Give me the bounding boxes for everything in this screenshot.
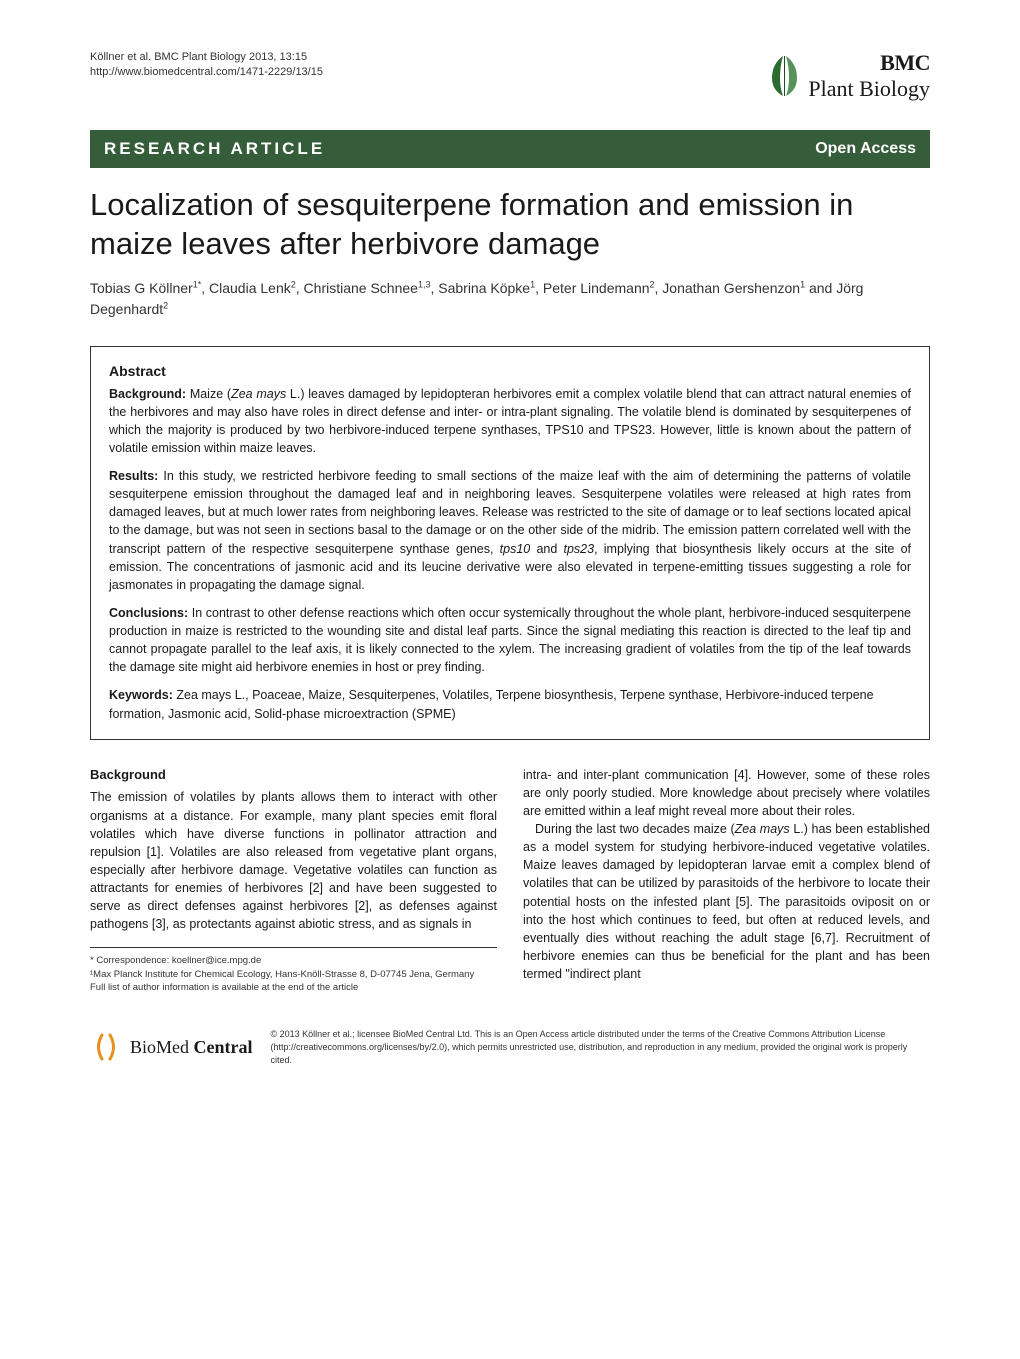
body-paragraph: The emission of volatiles by plants allo… [90, 788, 497, 933]
journal-title: Plant Biology [808, 76, 930, 101]
page-footer: BioMed Central © 2013 Köllner et al.; li… [90, 1016, 930, 1066]
abstract-box: Abstract Background: Maize (Zea mays L.)… [90, 346, 930, 740]
page-header: Köllner et al. BMC Plant Biology 2013, 1… [90, 50, 930, 102]
bmc-leaf-icon [768, 54, 802, 98]
citation-url: http://www.biomedcentral.com/1471-2229/1… [90, 65, 323, 80]
body-columns: Background The emission of volatiles by … [90, 766, 930, 995]
article-type-banner: RESEARCH ARTICLE Open Access [90, 130, 930, 168]
footer-logo-text: BioMed Central [130, 1037, 253, 1058]
column-left: Background The emission of volatiles by … [90, 766, 497, 995]
section-heading: Background [90, 766, 497, 785]
open-access-label: Open Access [815, 140, 916, 158]
citation-block: Köllner et al. BMC Plant Biology 2013, 1… [90, 50, 323, 81]
abstract-heading: Abstract [109, 363, 911, 379]
background-label: Background: [109, 387, 186, 401]
journal-name-text: BMC Plant Biology [808, 50, 930, 102]
body-paragraph: intra- and inter-plant communication [4]… [523, 766, 930, 820]
abstract-background: Background: Maize (Zea mays L.) leaves d… [109, 385, 911, 458]
background-text: Maize (Zea mays L.) leaves damaged by le… [109, 387, 911, 455]
footer-logo: BioMed Central [90, 1031, 253, 1063]
footnotes-block: * Correspondence: koellner@ice.mpg.de ¹M… [90, 947, 497, 994]
keywords-line: Keywords: Zea mays L., Poaceae, Maize, S… [109, 686, 911, 722]
column-right: intra- and inter-plant communication [4]… [523, 766, 930, 995]
biomed-paren-icon [90, 1031, 122, 1063]
conclusions-text: In contrast to other defense reactions w… [109, 606, 911, 674]
journal-bmc: BMC [880, 50, 930, 75]
abstract-results: Results: In this study, we restricted he… [109, 467, 911, 594]
correspondence-line: * Correspondence: koellner@ice.mpg.de [90, 954, 497, 967]
article-title: Localization of sesquiterpene formation … [90, 186, 930, 264]
results-text: In this study, we restricted herbivore f… [109, 469, 911, 592]
conclusions-label: Conclusions: [109, 606, 188, 620]
keywords-text: Zea mays L., Poaceae, Maize, Sesquiterpe… [109, 688, 874, 720]
citation-line: Köllner et al. BMC Plant Biology 2013, 1… [90, 50, 323, 65]
keywords-label: Keywords: [109, 688, 173, 702]
article-type-label: RESEARCH ARTICLE [104, 139, 325, 159]
journal-logo: BMC Plant Biology [768, 50, 930, 102]
full-list-line: Full list of author information is avail… [90, 981, 497, 994]
results-label: Results: [109, 469, 158, 483]
affiliation-line: ¹Max Planck Institute for Chemical Ecolo… [90, 968, 497, 981]
body-paragraph: During the last two decades maize (Zea m… [523, 820, 930, 983]
abstract-conclusions: Conclusions: In contrast to other defens… [109, 604, 911, 677]
author-list: Tobias G Köllner1*, Claudia Lenk2, Chris… [90, 278, 930, 320]
license-text: © 2013 Köllner et al.; licensee BioMed C… [271, 1028, 931, 1066]
